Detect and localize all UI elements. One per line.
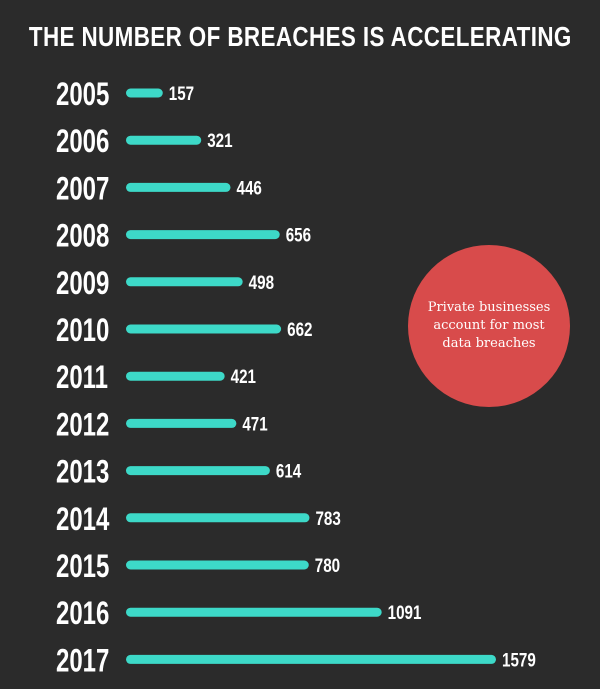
value-label: 780 [315,554,340,576]
bar [126,135,202,145]
value-label: 157 [169,82,194,104]
value-label: 662 [287,318,312,340]
year-label: 2015 [56,548,109,584]
value-label: 1091 [388,602,422,624]
value-label: 498 [249,271,275,293]
year-label: 2010 [56,312,109,348]
year-label: 2006 [56,123,109,159]
value-label: 471 [242,413,268,435]
callout-circle: Private businesses account for most data… [408,245,570,407]
bar [126,371,225,381]
bar [126,513,310,523]
year-label: 2011 [56,359,108,395]
bar [126,230,280,240]
year-label: 2009 [56,264,109,300]
value-label: 321 [207,130,233,152]
year-label: 2012 [56,406,109,442]
year-label: 2008 [56,217,109,253]
value-label: 421 [231,366,257,388]
value-label: 614 [276,460,302,482]
value-label: 656 [286,224,311,246]
year-label: 2013 [56,453,109,489]
bar [126,654,496,664]
bar [126,324,282,334]
header: THE NUMBER OF BREACHES IS ACCELERATING [0,14,600,60]
bar [126,418,237,428]
value-label: 1579 [502,649,536,671]
value-label: 783 [315,507,340,529]
year-label: 2007 [56,170,109,206]
year-label: 2014 [56,500,110,536]
year-label: 2016 [56,595,109,631]
value-label: 446 [237,177,262,199]
callout-text: Private businesses account for most data… [427,300,551,351]
bar [126,88,163,98]
bar [126,466,270,476]
year-label: 2017 [56,642,109,678]
chart-title: THE NUMBER OF BREACHES IS ACCELERATING [28,21,572,52]
bar [126,277,243,287]
bar [126,560,309,570]
bar [126,182,231,192]
bar [126,607,382,617]
year-label: 2005 [56,76,109,112]
